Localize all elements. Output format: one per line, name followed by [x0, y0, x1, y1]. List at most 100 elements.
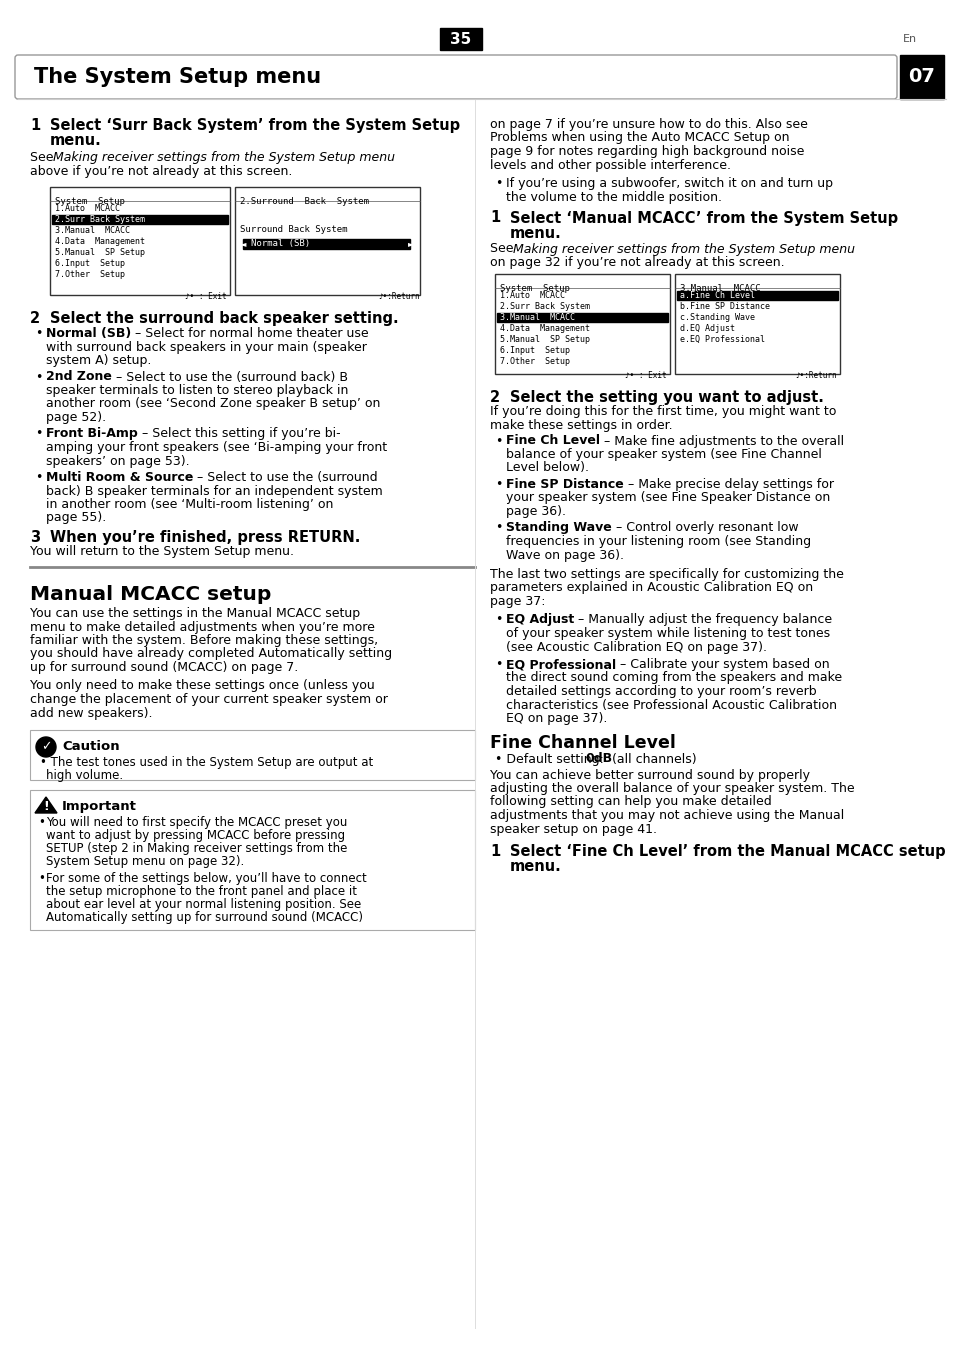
Circle shape	[36, 737, 56, 758]
Text: – Select for normal home theater use: – Select for normal home theater use	[132, 328, 369, 340]
Text: •: •	[35, 427, 42, 441]
Text: For some of the settings below, you’ll have to connect: For some of the settings below, you’ll h…	[46, 872, 366, 886]
Text: •: •	[495, 613, 502, 627]
Bar	[675, 274, 840, 373]
Text: e.EQ Professional: e.EQ Professional	[679, 336, 764, 344]
Text: following setting can help you make detailed: following setting can help you make deta…	[490, 795, 771, 809]
Text: page 52).: page 52).	[46, 411, 106, 425]
Text: • The test tones used in the System Setup are output at: • The test tones used in the System Setu…	[40, 756, 373, 768]
Text: 2nd Zone: 2nd Zone	[46, 371, 112, 383]
Text: b.Fine SP Distance: b.Fine SP Distance	[679, 302, 769, 311]
Text: You can use the settings in the Manual MCACC setup: You can use the settings in the Manual M…	[30, 607, 359, 620]
Text: 1: 1	[490, 844, 499, 859]
Text: 07: 07	[907, 67, 935, 86]
Bar	[677, 291, 837, 301]
Bar	[30, 731, 475, 780]
Text: Fine Ch Level: Fine Ch Level	[505, 434, 599, 448]
Text: 3.Manual  MCACC: 3.Manual MCACC	[679, 284, 760, 293]
Text: Manual MCACC setup: Manual MCACC setup	[30, 585, 271, 604]
Text: Automatically setting up for surround sound (MCACC): Automatically setting up for surround so…	[46, 911, 363, 923]
Text: page 9 for notes regarding high background noise: page 9 for notes regarding high backgrou…	[490, 146, 803, 158]
Text: levels and other possible interference.: levels and other possible interference.	[490, 159, 730, 171]
Text: Select the setting you want to adjust.: Select the setting you want to adjust.	[510, 390, 823, 404]
Text: 5.Manual  SP Setup: 5.Manual SP Setup	[55, 248, 145, 257]
Text: 35: 35	[450, 31, 471, 46]
Text: 2: 2	[490, 390, 499, 404]
Text: See: See	[30, 151, 57, 164]
Text: 3.Manual  MCACC: 3.Manual MCACC	[55, 226, 130, 235]
Text: Front Bi-Amp: Front Bi-Amp	[46, 427, 137, 441]
Text: Multi Room & Source: Multi Room & Source	[46, 470, 193, 484]
Text: 7.Other  Setup: 7.Other Setup	[499, 357, 569, 367]
Text: •: •	[495, 522, 502, 535]
Text: Problems when using the Auto MCACC Setup on: Problems when using the Auto MCACC Setup…	[490, 132, 789, 144]
Text: Important: Important	[62, 799, 136, 813]
Text: the direct sound coming from the speakers and make: the direct sound coming from the speaker…	[505, 671, 841, 685]
Text: d.EQ Adjust: d.EQ Adjust	[679, 324, 734, 333]
Text: about ear level at your normal listening position. See: about ear level at your normal listening…	[46, 898, 361, 911]
Bar	[50, 187, 230, 295]
Bar	[899, 55, 943, 98]
Text: 2.Surr Back System: 2.Surr Back System	[55, 214, 145, 224]
Text: of your speaker system while listening to test tones: of your speaker system while listening t…	[505, 627, 829, 640]
Text: En: En	[902, 34, 916, 44]
Bar	[495, 274, 669, 373]
Text: above if you’re not already at this screen.: above if you’re not already at this scre…	[30, 164, 292, 178]
Text: system A) setup.: system A) setup.	[46, 355, 152, 367]
Text: Fine Channel Level: Fine Channel Level	[490, 735, 675, 752]
Text: 1.Auto  MCACC: 1.Auto MCACC	[499, 291, 564, 301]
Text: Select ‘Fine Ch Level’ from the Manual MCACC setup: Select ‘Fine Ch Level’ from the Manual M…	[510, 844, 944, 859]
Text: •: •	[495, 479, 502, 491]
Text: If you’re using a subwoofer, switch it on and turn up: If you’re using a subwoofer, switch it o…	[505, 177, 832, 190]
Text: •: •	[38, 816, 45, 829]
Text: 7.Other  Setup: 7.Other Setup	[55, 270, 125, 279]
Text: Standing Wave: Standing Wave	[505, 522, 611, 535]
Text: amping your front speakers (see ‘Bi-amping your front: amping your front speakers (see ‘Bi-ampi…	[46, 441, 387, 454]
Text: Fine SP Distance: Fine SP Distance	[505, 479, 623, 491]
Text: characteristics (see Professional Acoustic Calibration: characteristics (see Professional Acoust…	[505, 698, 836, 712]
Text: – Manually adjust the frequency balance: – Manually adjust the frequency balance	[574, 613, 832, 627]
Text: (see Acoustic Calibration EQ on page 37).: (see Acoustic Calibration EQ on page 37)…	[505, 640, 766, 654]
Text: 2.Surr Back System: 2.Surr Back System	[499, 302, 589, 311]
Polygon shape	[35, 797, 57, 813]
Text: – Make precise delay settings for: – Make precise delay settings for	[623, 479, 833, 491]
Text: – Calibrate your system based on: – Calibrate your system based on	[616, 658, 829, 671]
Text: you should have already completed Automatically setting: you should have already completed Automa…	[30, 647, 392, 661]
Text: You will return to the System Setup menu.: You will return to the System Setup menu…	[30, 545, 294, 558]
Bar	[52, 214, 228, 224]
FancyBboxPatch shape	[15, 55, 896, 98]
Text: familiar with the system. Before making these settings,: familiar with the system. Before making …	[30, 634, 377, 647]
Bar	[30, 790, 475, 930]
Text: System Setup menu on page 32).: System Setup menu on page 32).	[46, 855, 244, 868]
Text: ♪• : Exit: ♪• : Exit	[185, 293, 227, 301]
Text: the setup microphone to the front panel and place it: the setup microphone to the front panel …	[46, 886, 356, 898]
Text: ♪•:Return: ♪•:Return	[377, 293, 419, 301]
Text: ►: ►	[408, 239, 414, 248]
Text: You can achieve better surround sound by properly: You can achieve better surround sound by…	[490, 768, 809, 782]
Text: a.Fine Ch Level: a.Fine Ch Level	[679, 291, 754, 301]
Text: You only need to make these settings once (unless you: You only need to make these settings onc…	[30, 679, 375, 693]
Text: balance of your speaker system (see Fine Channel: balance of your speaker system (see Fine…	[505, 448, 821, 461]
Text: speaker setup on page 41.: speaker setup on page 41.	[490, 822, 657, 836]
Text: c.Standing Wave: c.Standing Wave	[679, 313, 754, 322]
Text: 6.Input  Setup: 6.Input Setup	[55, 259, 125, 268]
Text: up for surround sound (MCACC) on page 7.: up for surround sound (MCACC) on page 7.	[30, 661, 298, 674]
Text: 1.Auto  MCACC: 1.Auto MCACC	[55, 204, 120, 213]
Text: 0dB: 0dB	[584, 752, 612, 766]
Text: The last two settings are specifically for customizing the: The last two settings are specifically f…	[490, 568, 843, 581]
Bar	[243, 239, 410, 249]
Text: Select ‘Surr Back System’ from the System Setup: Select ‘Surr Back System’ from the Syste…	[50, 119, 459, 133]
Text: menu.: menu.	[510, 225, 561, 240]
Text: •: •	[35, 371, 42, 383]
Text: ◄: ◄	[240, 239, 246, 248]
Text: speaker terminals to listen to stereo playback in: speaker terminals to listen to stereo pl…	[46, 384, 348, 398]
Text: •: •	[35, 328, 42, 340]
Text: 4.Data  Management: 4.Data Management	[55, 237, 145, 245]
Text: – Select this setting if you’re bi-: – Select this setting if you’re bi-	[137, 427, 340, 441]
Text: change the placement of your current speaker system or: change the placement of your current spe…	[30, 693, 388, 706]
Text: ✓: ✓	[41, 740, 51, 754]
Text: with surround back speakers in your main (speaker: with surround back speakers in your main…	[46, 341, 367, 353]
Text: 6.Input  Setup: 6.Input Setup	[499, 346, 569, 355]
Text: System  Setup: System Setup	[499, 284, 569, 293]
Text: back) B speaker terminals for an independent system: back) B speaker terminals for an indepen…	[46, 484, 382, 497]
